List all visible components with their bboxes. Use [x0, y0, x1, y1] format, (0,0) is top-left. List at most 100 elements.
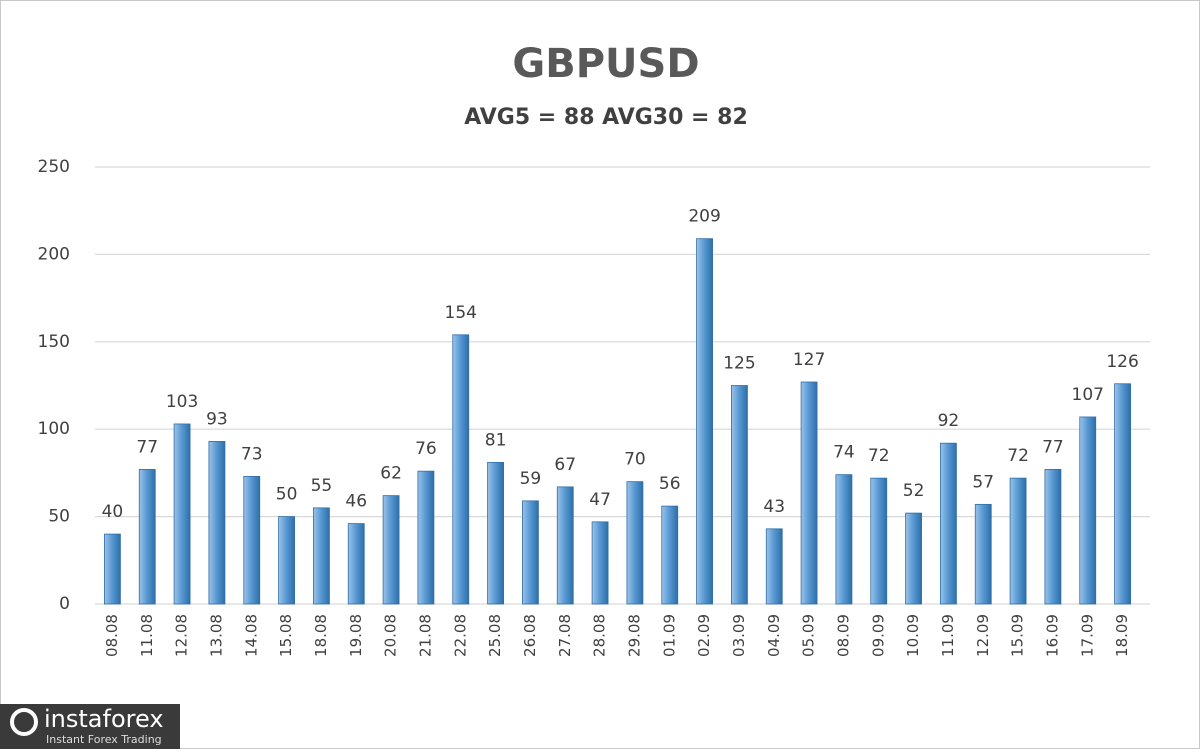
value-label: 103: [166, 392, 198, 412]
bar: [138, 469, 156, 605]
value-label: 93: [206, 409, 228, 429]
y-tick-label: 250: [38, 157, 70, 177]
value-label: 47: [589, 490, 611, 510]
bar: [173, 423, 191, 605]
value-label: 107: [1072, 385, 1104, 405]
bar: [940, 442, 957, 605]
x-tick-label: 05.09: [800, 614, 818, 657]
x-tick-label: 25.08: [486, 614, 504, 657]
value-label: 73: [241, 444, 263, 464]
x-tick-label: 02.09: [695, 614, 713, 657]
value-label: 67: [554, 455, 576, 475]
x-tick-label: 26.08: [521, 614, 539, 657]
bar: [556, 486, 574, 605]
bar: [104, 533, 121, 605]
x-tick-label: 27.08: [556, 614, 574, 657]
bar: [626, 481, 644, 605]
bar: [452, 334, 470, 605]
x-tick-label: 13.08: [207, 614, 225, 657]
value-label: 77: [1042, 437, 1064, 457]
bar: [487, 462, 504, 605]
x-tick-label: 01.09: [660, 614, 678, 657]
x-tick-label: 18.08: [312, 614, 330, 657]
value-label: 56: [659, 474, 681, 494]
x-tick-label: 11.09: [939, 614, 957, 657]
x-tick-label: 09.09: [869, 614, 887, 657]
x-tick-label: 16.09: [1043, 614, 1061, 657]
x-tick-label: 15.08: [277, 614, 295, 657]
value-label: 59: [520, 469, 542, 489]
bar: [347, 523, 365, 605]
bar: [800, 381, 818, 605]
value-label: 52: [903, 481, 925, 501]
value-label: 81: [485, 430, 507, 450]
bar: [417, 470, 435, 605]
y-tick-label: 200: [38, 244, 70, 264]
value-label: 62: [380, 464, 402, 484]
bar: [522, 500, 539, 605]
y-tick-label: 0: [59, 594, 70, 614]
value-label: 55: [311, 476, 333, 496]
bar: [905, 512, 922, 605]
value-label: 77: [136, 437, 158, 457]
x-tick-label: 12.09: [974, 614, 992, 657]
x-tick-label: 10.09: [904, 614, 922, 657]
value-label: 127: [793, 350, 825, 370]
value-label: 43: [763, 497, 785, 517]
x-tick-label: 17.09: [1078, 614, 1096, 657]
value-label: 154: [445, 303, 477, 323]
y-tick-label: 150: [38, 332, 70, 352]
bar: [835, 474, 853, 605]
logo: instaforex Instant Forex Trading: [0, 704, 180, 749]
x-tick-label: 08.08: [103, 614, 121, 657]
bar: [208, 441, 226, 605]
x-tick-label: 11.08: [138, 614, 156, 657]
chart-title: GBPUSD: [512, 41, 699, 87]
value-label: 76: [415, 439, 437, 459]
value-label: 40: [102, 502, 124, 522]
x-tick-label: 12.08: [173, 614, 191, 657]
bar: [1079, 416, 1097, 605]
logo-icon: [10, 708, 38, 736]
chart-subtitle: AVG5 = 88 AVG30 = 82: [464, 105, 748, 130]
bar: [765, 528, 783, 605]
logo-brand: instaforex: [44, 705, 164, 733]
bar: [1114, 383, 1131, 605]
x-tick-label: 21.08: [416, 614, 434, 657]
y-tick-label: 100: [38, 419, 70, 439]
x-tick-label: 20.08: [382, 614, 400, 657]
bar: [382, 495, 400, 605]
x-tick-label: 22.08: [451, 614, 469, 657]
value-label: 126: [1106, 352, 1138, 372]
value-label: 72: [1007, 446, 1029, 466]
value-label: 70: [624, 450, 646, 470]
x-tick-label: 18.09: [1113, 614, 1131, 657]
logo-tagline: Instant Forex Trading: [46, 733, 162, 746]
x-tick-label: 08.09: [834, 614, 852, 657]
x-tick-label: 28.08: [591, 614, 609, 657]
bar: [696, 238, 713, 605]
bar: [731, 385, 748, 605]
value-label: 50: [276, 485, 298, 505]
x-tick-label: 29.08: [625, 614, 643, 657]
bar: [591, 521, 609, 605]
bar: [870, 477, 888, 605]
bar: [1009, 477, 1027, 605]
bar: [278, 516, 295, 605]
x-tick-label: 15.09: [1009, 614, 1027, 657]
x-tick-label: 03.09: [730, 614, 748, 657]
value-label: 72: [868, 446, 890, 466]
x-tick-label: 04.09: [765, 614, 783, 657]
bar: [1044, 469, 1062, 605]
bar: [243, 475, 261, 605]
value-label: 74: [833, 443, 855, 463]
bar: [313, 507, 330, 605]
value-label: 57: [972, 472, 994, 492]
x-tick-label: 14.08: [242, 614, 260, 657]
value-label: 125: [723, 354, 755, 374]
value-label: 46: [345, 492, 367, 512]
y-tick-label: 50: [48, 507, 70, 527]
